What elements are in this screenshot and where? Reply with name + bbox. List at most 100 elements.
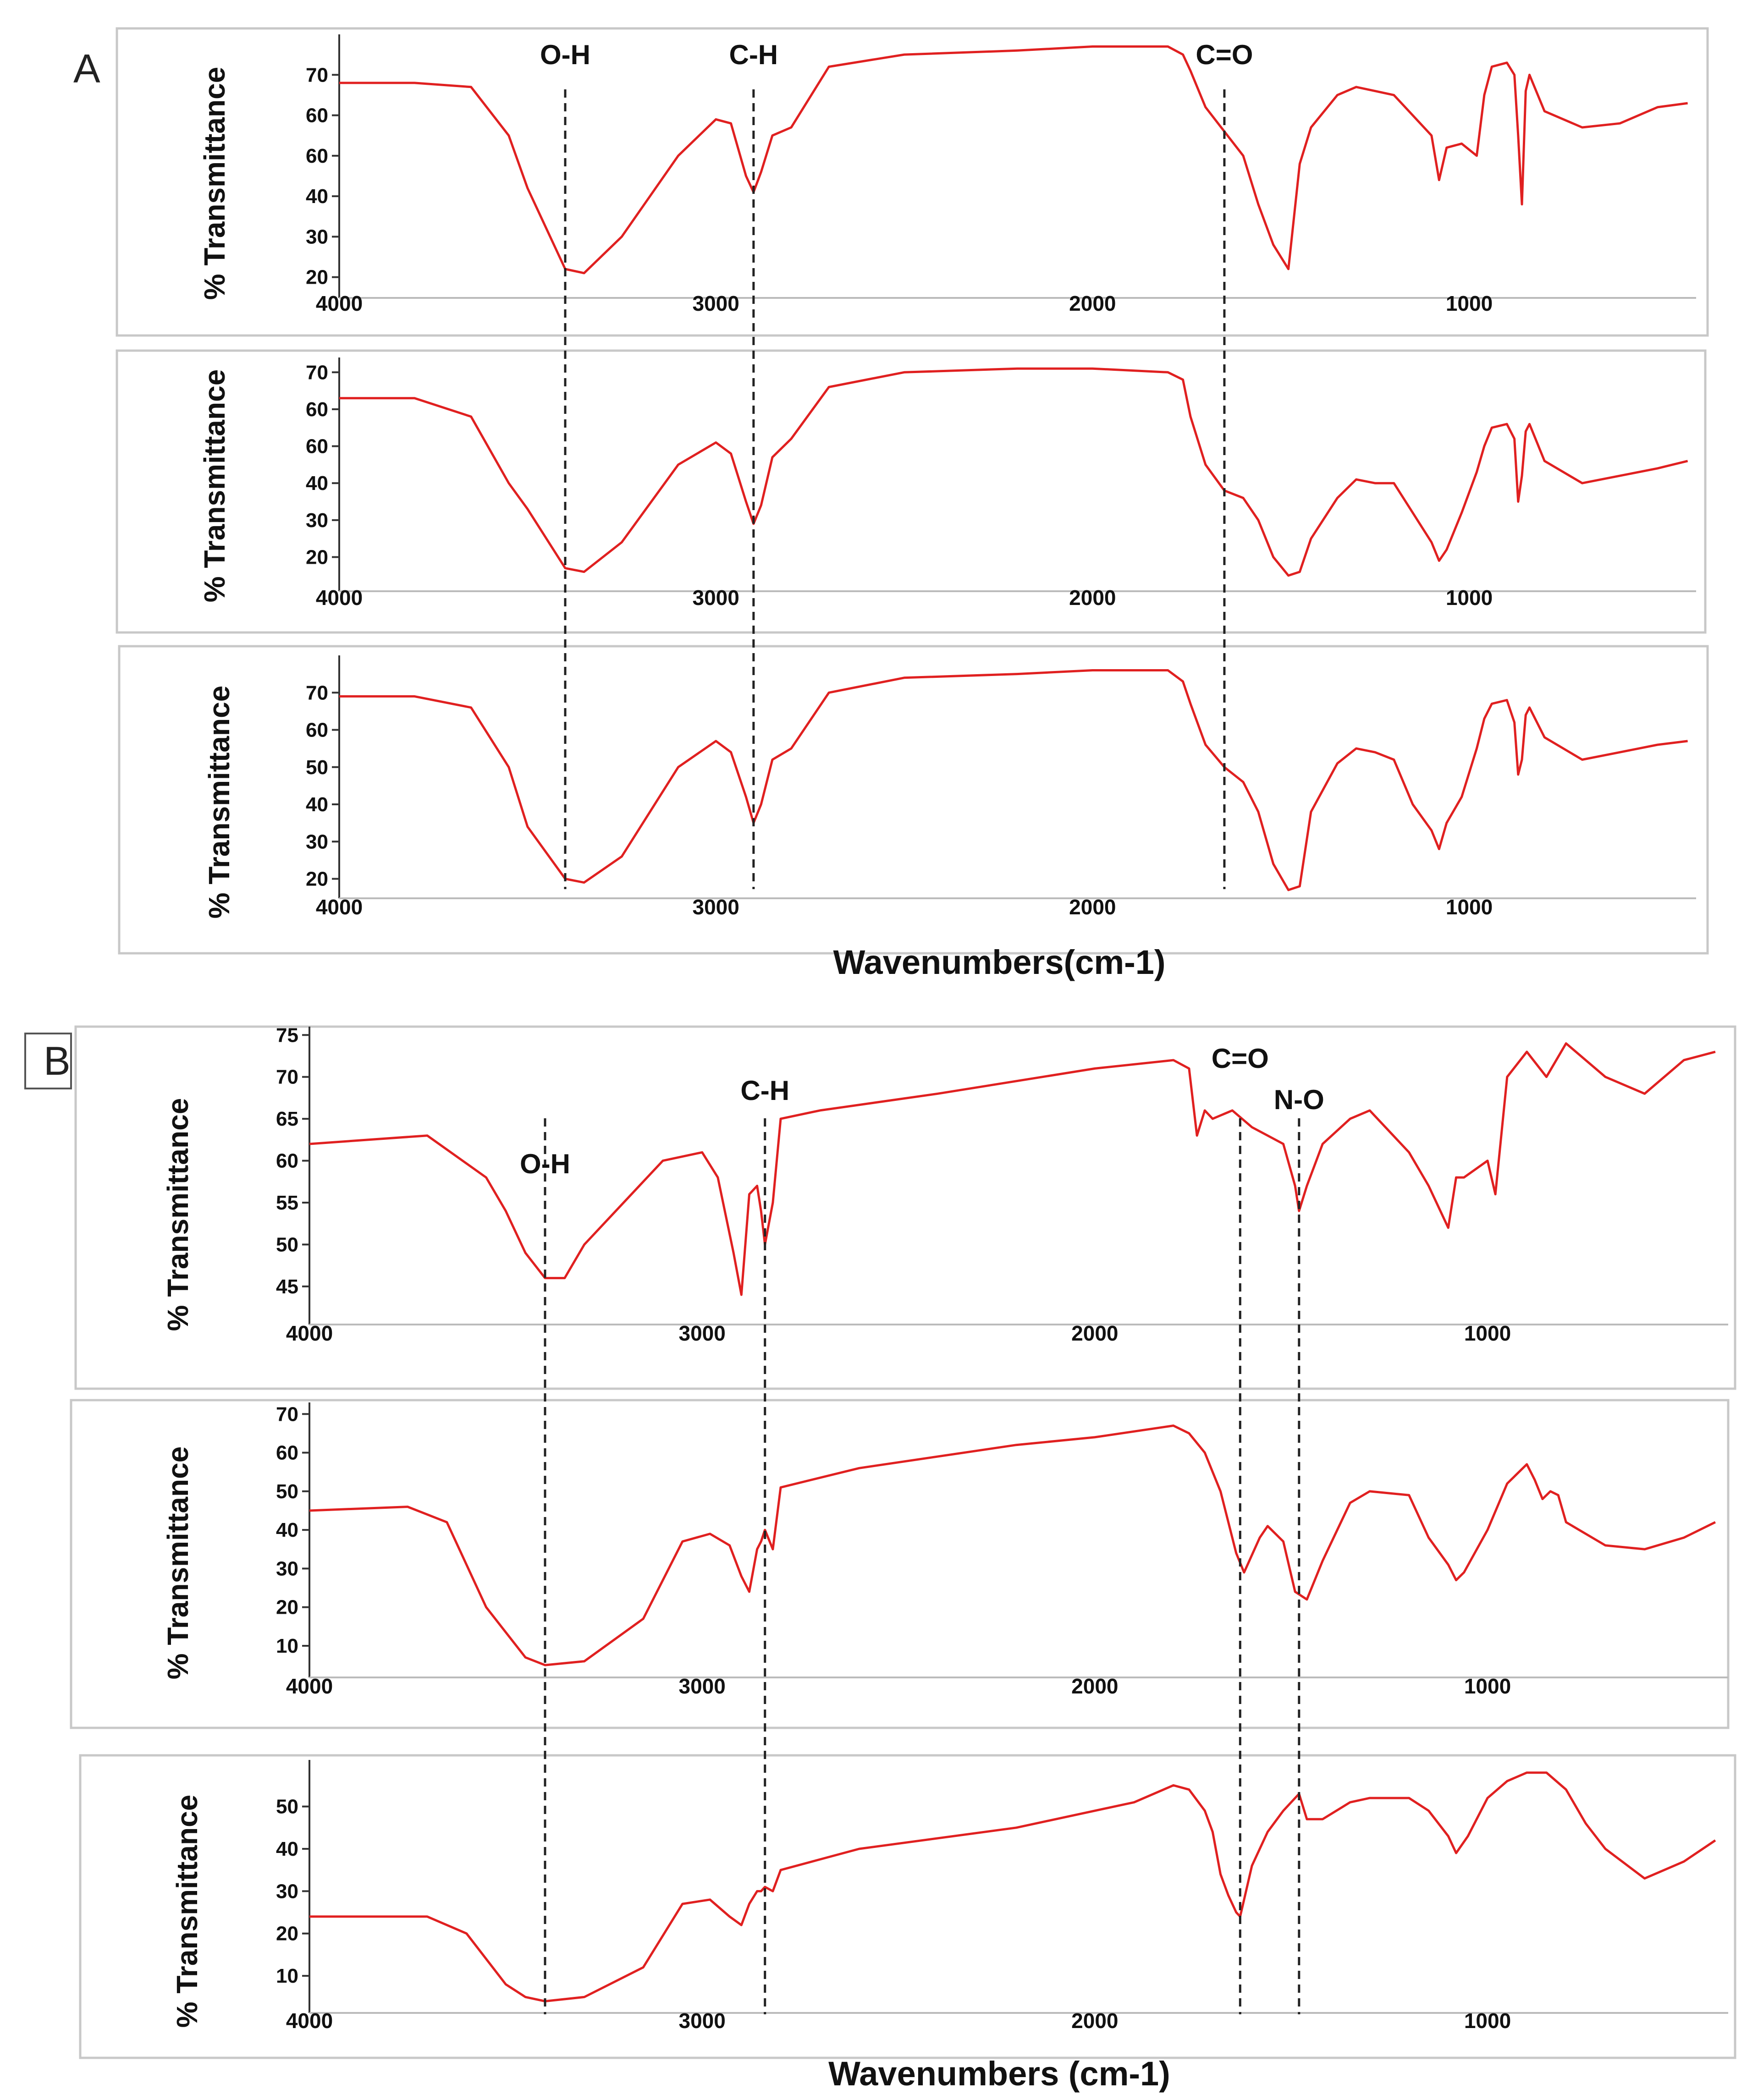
x-tick-label: 4000 xyxy=(316,586,363,610)
x-tick-label: 3000 xyxy=(678,2009,725,2033)
x-tick-label: 4000 xyxy=(286,1321,333,1345)
panel-label-box xyxy=(24,1033,72,1089)
panel-A-2: 20 30 40 60 60 70 4000 3000 2000 1000 % Transmitta… xyxy=(116,349,1707,634)
y-tick-label: 60 xyxy=(306,145,328,167)
panel-A-1: 20 30 40 60 60 70 4000 3000 2000 1000 % Transmitta… xyxy=(116,27,1709,337)
y-tick-label: 20 xyxy=(276,1596,298,1619)
annotation-c-h: C-H xyxy=(729,39,778,70)
spectrum-line xyxy=(339,669,1688,891)
y-axis-label: % Transmittance xyxy=(198,369,231,603)
y-axis-label: % Transmittance xyxy=(161,1098,194,1331)
y-tick-label: 30 xyxy=(306,830,328,853)
y-tick-label: 60 xyxy=(306,104,328,127)
y-tick-label: 50 xyxy=(306,756,328,779)
y-axis-label: % Transmittance xyxy=(161,1446,194,1680)
x-tick-label: 4000 xyxy=(316,291,363,315)
y-tick-label: 40 xyxy=(306,472,328,495)
panel-B-2: 10 20 30 40 50 60 70 4000 3000 2000 1000 % Transmit… xyxy=(70,1399,1730,1729)
y-tick-label: 30 xyxy=(306,225,328,248)
y-tick-label: 20 xyxy=(276,1923,298,1945)
spectrum-line xyxy=(339,45,1688,275)
y-tick-label: 70 xyxy=(306,682,328,704)
y-tick-label: 60 xyxy=(276,1442,298,1464)
panel-A-3: 20 30 40 50 60 70 4000 3000 2000 1000 % Transmitta… xyxy=(118,645,1709,955)
x-tick-label: 2000 xyxy=(1069,291,1116,315)
y-tick-label: 30 xyxy=(276,1880,298,1902)
x-tick-label: 1000 xyxy=(1464,1321,1511,1345)
y-tick-label: 65 xyxy=(276,1108,298,1130)
y-tick-label: 40 xyxy=(276,1838,298,1860)
y-tick-label: 20 xyxy=(306,546,328,568)
panel-frame xyxy=(74,1025,1736,1390)
y-tick-label: 60 xyxy=(306,435,328,458)
y-tick-label: 50 xyxy=(276,1480,298,1503)
x-tick-label: 1000 xyxy=(1464,2009,1511,2033)
y-tick-label: 70 xyxy=(276,1403,298,1425)
x-tick-label: 3000 xyxy=(692,586,739,610)
x-tick-label: 1000 xyxy=(1446,586,1493,610)
x-tick-label: 2000 xyxy=(1071,1674,1118,1698)
y-tick-label: 20 xyxy=(306,868,328,891)
y-tick-label: 75 xyxy=(276,1024,298,1046)
annotation-c=o: C=O xyxy=(1196,39,1253,70)
y-axis-label: % Transmittance xyxy=(198,67,231,300)
y-tick-label: 70 xyxy=(306,64,328,86)
panel-label-B: B xyxy=(44,1038,71,1083)
y-tick-label: 10 xyxy=(276,1635,298,1657)
spectrum-line xyxy=(339,367,1688,577)
x-tick-label: 4000 xyxy=(316,895,363,919)
y-tick-label: 40 xyxy=(306,793,328,816)
x-tick-label: 4000 xyxy=(286,1674,333,1698)
x-tick-label: 1000 xyxy=(1446,291,1493,315)
y-tick-label: 50 xyxy=(276,1233,298,1256)
annotation-o-h: O-H xyxy=(520,1149,570,1179)
y-tick-label: 60 xyxy=(306,398,328,421)
y-tick-label: 45 xyxy=(276,1275,298,1298)
y-tick-label: 30 xyxy=(276,1557,298,1580)
annotation-n-o: N-O xyxy=(1274,1084,1324,1115)
y-tick-label: 40 xyxy=(276,1519,298,1541)
x-tick-label: 3000 xyxy=(692,895,739,919)
panel-B-3: 10 20 30 40 50 4000 3000 2000 1000 % Transmittanc… xyxy=(79,1754,1736,2059)
panel-frame xyxy=(79,1754,1736,2059)
panel-frame xyxy=(116,27,1709,337)
panel-B-1: 45 50 55 60 65 70 75 4000 3000 2000 1000 % Transmit… xyxy=(74,1024,1736,1390)
x-tick-label: 1000 xyxy=(1464,1674,1511,1698)
y-tick-label: 70 xyxy=(276,1066,298,1088)
y-tick-label: 10 xyxy=(276,1965,298,1987)
y-tick-label: 30 xyxy=(306,509,328,532)
x-tick-label: 4000 xyxy=(286,2009,333,2033)
x-tick-label: 2000 xyxy=(1069,895,1116,919)
spectrum-line xyxy=(309,1424,1716,1666)
annotation-c-h: C-H xyxy=(740,1075,789,1106)
panel-frame xyxy=(70,1399,1730,1729)
y-tick-label: 20 xyxy=(306,266,328,289)
panel-frame xyxy=(118,645,1709,955)
y-axis-label: % Transmittance xyxy=(203,686,236,919)
x-tick-label: 2000 xyxy=(1071,2009,1118,2033)
spectrum-group-A: A 20 30 40 60 60 70 4000 3000 2000 1000 % Transmitt… xyxy=(73,27,1709,981)
x-tick-label: 3000 xyxy=(678,1321,725,1345)
x-tick-label: 1000 xyxy=(1446,895,1493,919)
panel-label-A: A xyxy=(73,46,100,91)
y-tick-label: 55 xyxy=(276,1192,298,1214)
x-tick-label: 2000 xyxy=(1069,586,1116,610)
annotation-o-h: O-H xyxy=(540,39,590,70)
x-tick-label: 3000 xyxy=(678,1674,725,1698)
x-axis-title: Wavenumbers(cm-1) xyxy=(833,943,1165,981)
x-axis-title: Wavenumbers (cm-1) xyxy=(828,2055,1170,2093)
y-axis-label: % Transmittance xyxy=(171,1795,204,2028)
annotation-c=o: C=O xyxy=(1212,1043,1269,1074)
y-tick-label: 50 xyxy=(276,1796,298,1818)
spectrum-group-B: B 45 50 55 60 65 70 75 4000 3000 2000 1000 % Transmi… xyxy=(24,1024,1736,2093)
panel-frame xyxy=(116,349,1707,634)
spectrum-line xyxy=(309,1042,1716,1296)
y-tick-label: 70 xyxy=(306,361,328,384)
y-tick-label: 60 xyxy=(276,1150,298,1172)
y-tick-label: 40 xyxy=(306,185,328,208)
x-tick-label: 2000 xyxy=(1071,1321,1118,1345)
spectrum-line xyxy=(309,1771,1716,2002)
y-tick-label: 60 xyxy=(306,719,328,742)
x-tick-label: 3000 xyxy=(692,291,739,315)
